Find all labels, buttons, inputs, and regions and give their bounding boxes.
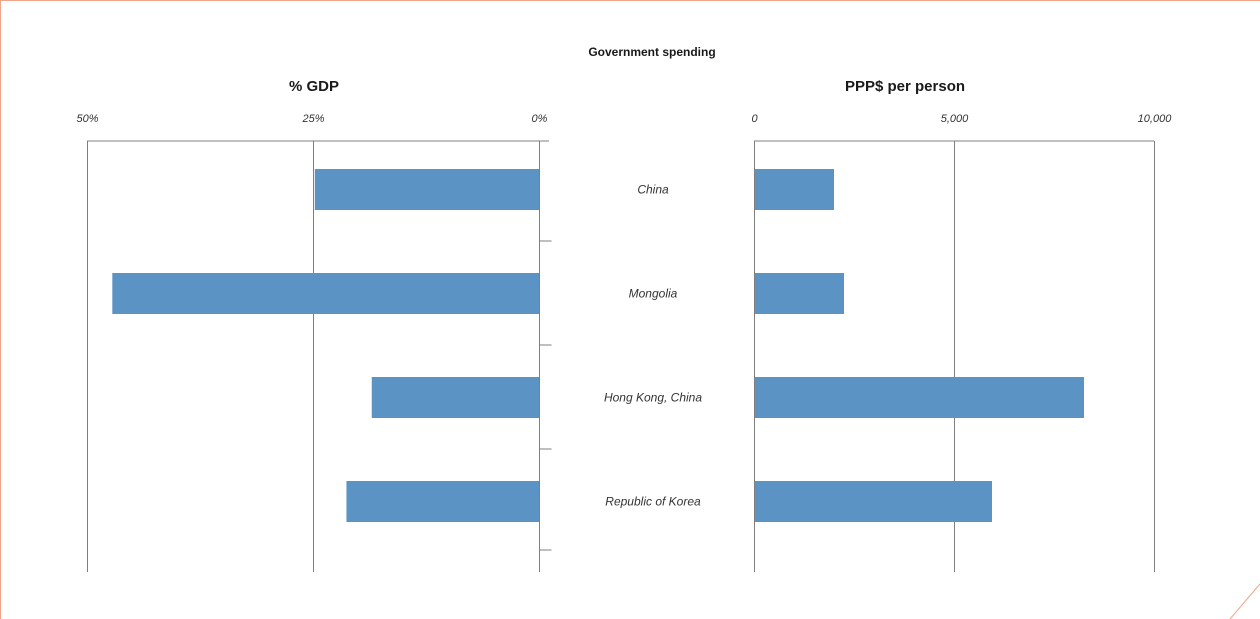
panel-0-bar-china — [314, 169, 539, 210]
category-labels: China Mongolia Hong Kong, China Republic of… — [604, 183, 702, 509]
panel-0-tick-label: 50% — [76, 113, 98, 125]
chart-title: Government spending — [588, 45, 715, 59]
left-panel: 50% 25% 0% — [76, 113, 552, 572]
category-label: China — [637, 183, 669, 197]
right-panel-subtitle: PPP$ per person — [845, 78, 965, 95]
category-label: Mongolia — [629, 287, 678, 301]
panel-1-tick-label: 5,000 — [941, 113, 969, 125]
panel-1-bar-republic-of-korea — [754, 481, 992, 522]
left-panel-subtitle: % GDP — [289, 78, 339, 95]
panel-0-bar-hong-kong-china — [371, 377, 539, 418]
category-label: Hong Kong, China — [604, 391, 702, 405]
panel-1-tick-label: 0 — [751, 113, 758, 125]
frame-corner-cut — [1229, 583, 1260, 619]
panel-0-bar-mongolia — [112, 273, 539, 314]
panel-1-tick-label: 10,000 — [1138, 113, 1173, 125]
panel-0-tick-label: 0% — [532, 113, 548, 125]
panel-1-bar-mongolia — [754, 273, 844, 314]
panel-0-bar-republic-of-korea — [346, 481, 539, 522]
panel-1-bar-china — [754, 169, 834, 210]
right-panel: 0 5,000 10,000 — [751, 113, 1172, 572]
panel-1-bar-hong-kong-china — [754, 377, 1084, 418]
category-label: Republic of Korea — [605, 495, 701, 509]
panel-0-tick-label: 25% — [301, 113, 324, 125]
